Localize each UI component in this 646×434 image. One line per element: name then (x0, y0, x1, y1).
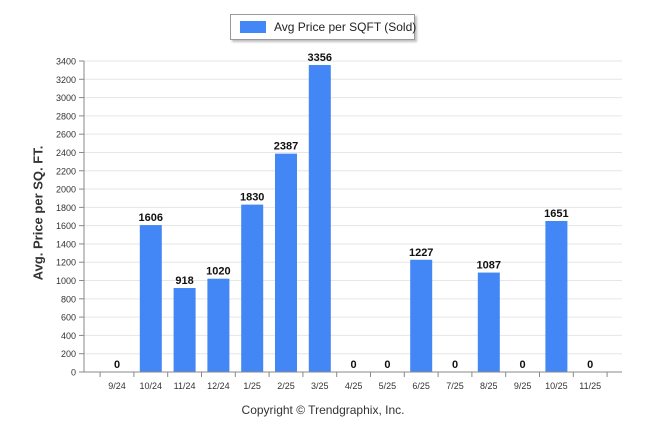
data-label: 1227 (409, 247, 433, 259)
data-label: 1651 (544, 208, 568, 220)
legend: Avg Price per SQFT (Sold) (230, 14, 417, 40)
y-tick-label: 1200 (56, 258, 76, 268)
bar (241, 204, 264, 372)
data-label: 2387 (274, 141, 298, 153)
x-tick-label: 8/25 (480, 381, 498, 391)
x-axis-ticks: 9/24 10/24 11/24 12/24 1/25 2/25 3/25 4/25 5/25 6… (99, 372, 608, 391)
y-tick-label: 2800 (56, 111, 76, 121)
data-label: 1830 (240, 192, 264, 204)
y-tick-label: 0 (71, 368, 76, 378)
data-label: 0 (520, 359, 526, 371)
x-tick-label: 10/24 (140, 381, 163, 391)
copyright-text: Copyright © Trendgraphix, Inc. (241, 403, 405, 417)
y-tick-label: 1000 (56, 276, 76, 286)
bar (173, 288, 196, 372)
x-tick-label: 10/25 (545, 381, 568, 391)
x-tick-label: 9/24 (108, 381, 126, 391)
y-axis-label: Avg. Price per SQ. FT. (30, 145, 46, 281)
y-tick-label: 2000 (56, 185, 76, 195)
data-label: 0 (587, 359, 593, 371)
bar (477, 272, 500, 372)
x-tick-label: 12/24 (207, 381, 230, 391)
x-tick-label: 7/25 (446, 381, 464, 391)
y-tick-label: 3200 (56, 75, 76, 85)
x-tick-label: 5/25 (379, 381, 397, 391)
y-tick-label: 200 (61, 349, 76, 359)
y-tick-label: 1400 (56, 239, 76, 249)
y-tick-label: 600 (61, 313, 76, 323)
data-label: 1020 (206, 266, 230, 278)
x-tick-label: 2/25 (277, 381, 295, 391)
y-tick-label: 2600 (56, 130, 76, 140)
bar (545, 220, 568, 372)
y-tick-label: 800 (61, 294, 76, 304)
x-tick-label: 3/25 (311, 381, 329, 391)
legend-swatch (240, 21, 266, 33)
bars: 0 1606 918 1020 1830 2387 3356 0 0 1227 0 1087 0 1651… (114, 52, 593, 372)
x-tick-label: 11/24 (174, 381, 196, 391)
data-label: 1606 (139, 212, 163, 224)
bar (410, 259, 433, 372)
data-label: 918 (175, 275, 193, 287)
y-tick-label: 400 (61, 331, 76, 341)
bar (207, 278, 230, 372)
x-tick-label: 9/25 (514, 381, 532, 391)
grid-lines (84, 60, 622, 355)
x-tick-label: 6/25 (412, 381, 430, 391)
x-tick-label: 4/25 (345, 381, 363, 391)
data-label: 0 (384, 359, 390, 371)
data-label: 0 (452, 359, 458, 371)
y-axis-ticks: 0 200 400 600 800 1000 1200 1400 1600 1800 2000 220… (56, 57, 84, 378)
y-tick-label: 1600 (56, 221, 76, 231)
bar (308, 65, 331, 372)
data-label: 3356 (308, 52, 332, 64)
y-tick-label: 3400 (56, 57, 76, 67)
x-tick-label: 1/25 (243, 381, 261, 391)
data-label: 0 (114, 359, 120, 371)
data-label: 0 (351, 359, 357, 371)
y-tick-label: 3000 (56, 93, 76, 103)
y-tick-label: 1800 (56, 203, 76, 213)
bar (139, 225, 162, 372)
legend-label: Avg Price per SQFT (Sold) (274, 20, 417, 34)
data-label: 1087 (477, 260, 501, 272)
axes (83, 61, 622, 373)
y-tick-label: 2200 (56, 166, 76, 176)
y-tick-label: 2400 (56, 148, 76, 158)
x-tick-label: 11/25 (579, 381, 601, 391)
bar (275, 153, 297, 372)
